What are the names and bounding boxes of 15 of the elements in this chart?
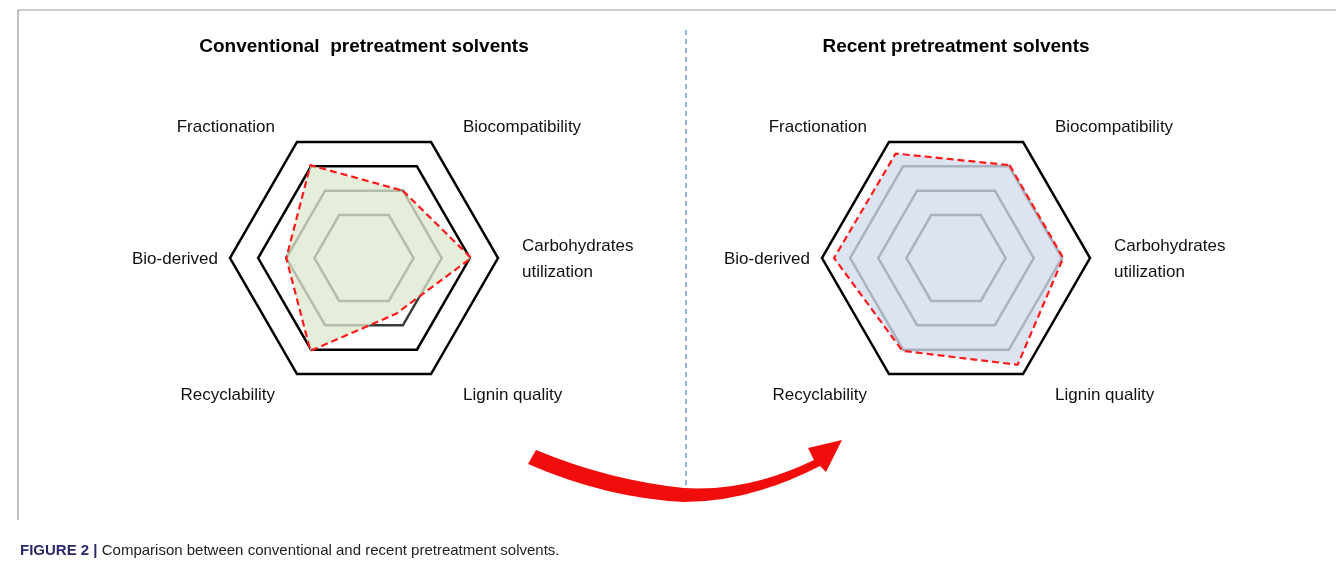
spoke-label: Carbohydrates utilization bbox=[522, 236, 634, 281]
spoke-label: Lignin quality bbox=[1055, 385, 1155, 405]
spoke-label: Lignin quality bbox=[463, 385, 563, 405]
spoke-label: Bio-derived bbox=[724, 249, 810, 268]
caption: FIGURE 2 | Comparison between conventional and recent pretreatment solvents. bbox=[20, 541, 560, 558]
spoke-label: Biocompatibility bbox=[1055, 116, 1174, 136]
spoke-label: Recyclability bbox=[180, 385, 276, 405]
chart-title: Recent pretreatment solvents bbox=[822, 35, 1090, 56]
spoke-label: Fractionation bbox=[176, 116, 275, 136]
spoke-label: Fractionation bbox=[768, 116, 867, 136]
spoke-label: Recyclability bbox=[772, 385, 868, 405]
spoke-label: Carbohydrates utilization bbox=[1114, 236, 1226, 281]
spoke-label: Biocompatibility bbox=[463, 116, 582, 136]
chart-title: Conventional pretreatment solvents bbox=[199, 35, 529, 56]
spoke-label: Bio-derived bbox=[132, 249, 218, 268]
